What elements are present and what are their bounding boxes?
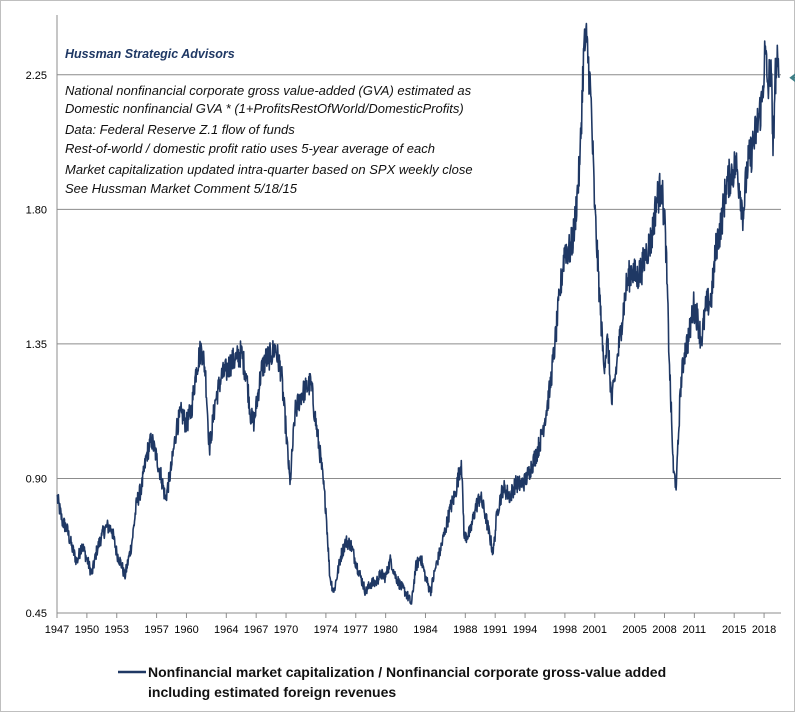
y-tick-label: 1.80 xyxy=(26,204,47,216)
series-line-0 xyxy=(56,22,780,605)
note-line-5: Market capitalization updated intra-quar… xyxy=(65,162,473,177)
x-tick-label: 1974 xyxy=(314,624,338,636)
x-tick-label: 1991 xyxy=(483,624,507,636)
axis-layer xyxy=(56,15,781,614)
x-tick-label: 1984 xyxy=(413,624,437,636)
note-line-1: National nonfinancial corporate gross va… xyxy=(65,83,472,98)
legend-label-line-2: including estimated foreign revenues xyxy=(148,684,396,700)
x-tick-label: 1994 xyxy=(513,624,537,636)
x-tick-label: 1977 xyxy=(344,624,368,636)
x-tick-label: 1988 xyxy=(453,624,477,636)
note-line-4: Rest-of-world / domestic profit ratio us… xyxy=(65,141,435,156)
y-tick-label: 2.25 xyxy=(26,70,47,82)
x-tick-label: 2015 xyxy=(722,624,746,636)
legend: Nonfinancial market capitalization / Non… xyxy=(118,664,666,700)
latest-value-arrow xyxy=(789,73,795,83)
y-tick-labels: 0.45 0.90 1.35 1.80 2.25 xyxy=(26,70,47,620)
x-tick-label: 2018 xyxy=(752,624,776,636)
notes-block: National nonfinancial corporate gross va… xyxy=(65,83,473,196)
x-tick-label: 2008 xyxy=(652,624,676,636)
y-tick-label: 0.45 xyxy=(26,608,47,620)
grid-layer xyxy=(57,74,781,479)
x-tick-label: 2005 xyxy=(622,624,646,636)
brand-label: Hussman Strategic Advisors xyxy=(65,47,235,61)
x-tick-label: 2001 xyxy=(583,624,607,636)
x-tick-label: 1953 xyxy=(105,624,129,636)
x-tick-label: 1964 xyxy=(214,624,238,636)
series-layer xyxy=(56,22,780,605)
x-tick-label: 1970 xyxy=(274,624,298,636)
x-tick-label: 1967 xyxy=(244,624,268,636)
x-tick-labels: 1947 1950 1953 1957 1960 1964 1967 1970 1974 1977… xyxy=(45,613,776,636)
x-tick-label: 1998 xyxy=(553,624,577,636)
x-tick-label: 1950 xyxy=(75,624,99,636)
x-tick-label: 1960 xyxy=(174,624,198,636)
arrow-head xyxy=(789,73,795,83)
note-line-6: See Hussman Market Comment 5/18/15 xyxy=(65,181,298,196)
legend-label-line-1: Nonfinancial market capitalization / Non… xyxy=(148,664,666,680)
note-line-2: Domestic nonfinancial GVA * (1+ProfitsRe… xyxy=(65,101,464,116)
y-tick-label: 1.35 xyxy=(26,339,47,351)
note-line-3: Data: Federal Reserve Z.1 flow of funds xyxy=(65,122,295,137)
x-tick-label: 1957 xyxy=(144,624,168,636)
y-tick-label: 0.90 xyxy=(26,473,47,485)
x-tick-label: 2011 xyxy=(683,624,707,636)
x-tick-label: 1980 xyxy=(373,624,397,636)
x-tick-label: 1947 xyxy=(45,624,69,636)
